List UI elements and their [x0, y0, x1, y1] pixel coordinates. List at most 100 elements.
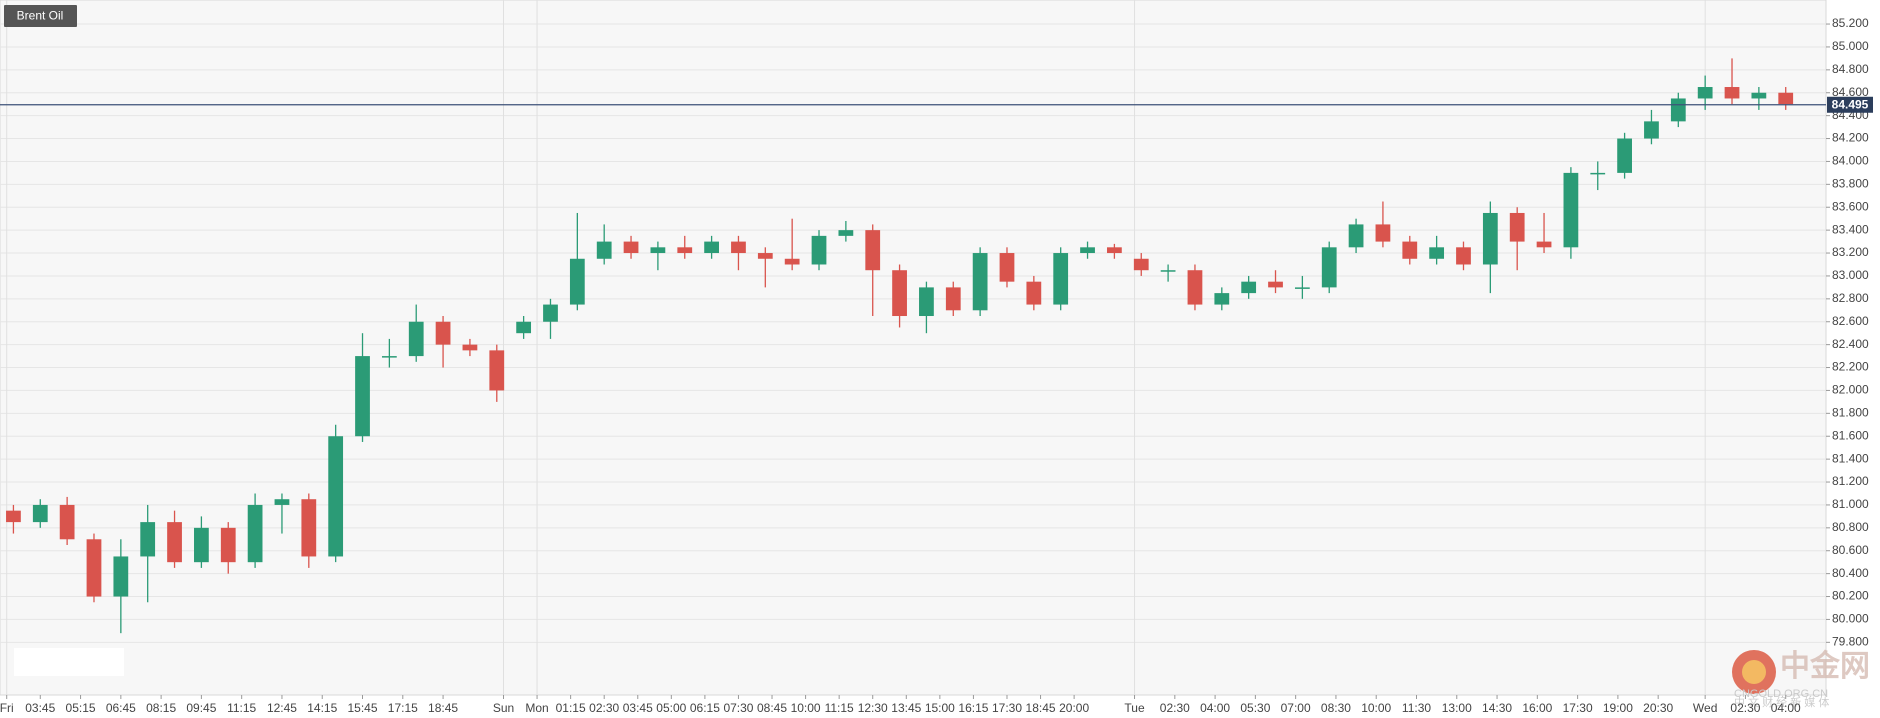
candle-body [892, 270, 907, 317]
x-tick-label: 03:45 [623, 701, 653, 715]
x-tick-label: 02:30 [589, 701, 619, 715]
candle-body [194, 527, 209, 563]
candle-body [1509, 212, 1525, 242]
grid [0, 0, 1826, 695]
y-tick-label: 79.800 [1832, 635, 1869, 649]
candle-body [462, 344, 478, 351]
y-tick-label: 82.400 [1832, 337, 1869, 351]
candle-body [1617, 138, 1632, 173]
candle-body [1724, 87, 1740, 99]
x-tick-label: 17:30 [992, 701, 1022, 715]
watermark-logo-inner [1742, 660, 1766, 684]
y-tick-label: 83.800 [1832, 177, 1869, 191]
candle-body [1107, 247, 1122, 254]
candle-body [1241, 281, 1257, 294]
chart-title: Brent Oil [17, 9, 64, 23]
candle-body [1160, 270, 1176, 272]
y-tick-label: 83.600 [1832, 199, 1869, 213]
candle-body [59, 504, 75, 540]
x-tick-label: 15:45 [347, 701, 377, 715]
y-tick-label: 80.800 [1832, 520, 1869, 534]
candle-body [32, 504, 48, 523]
candle-body [1697, 87, 1713, 99]
y-tick-label: 84.000 [1832, 154, 1869, 168]
x-tick-label: 05:15 [66, 701, 96, 715]
x-tick-label: 14:15 [307, 701, 337, 715]
candle-body [1133, 258, 1149, 271]
x-tick-label: Mon [525, 701, 548, 715]
title-box [4, 5, 77, 27]
candle-body [1536, 241, 1552, 248]
y-tick-label: 84.200 [1832, 131, 1869, 145]
watermark-slogan: 中 文 财 经 新 媒 体 [1734, 695, 1829, 709]
x-tick-label: 11:30 [1402, 701, 1431, 715]
candle-body [516, 321, 532, 334]
last-price-box [1827, 96, 1873, 113]
y-tick-label: 82.200 [1832, 360, 1869, 374]
x-tick-label: 07:30 [723, 701, 753, 715]
candle-body [1053, 253, 1069, 305]
candle-body [838, 230, 854, 236]
y-tick-label: 83.000 [1832, 268, 1869, 282]
candle-body [569, 258, 585, 305]
candle-body [1563, 172, 1579, 248]
x-tick-label: Tue [1124, 701, 1145, 715]
candle-body [999, 253, 1015, 282]
y-tick-label: 80.200 [1832, 589, 1869, 603]
candle-body [274, 499, 290, 505]
x-tick-label: 10:00 [1361, 701, 1391, 715]
y-tick-label: 82.600 [1832, 314, 1869, 328]
x-tick-label: 20:30 [1643, 701, 1673, 715]
y-tick-label: 85.200 [1832, 16, 1869, 30]
y-tick-label: 85.000 [1832, 39, 1869, 53]
candle-body [811, 235, 827, 265]
candle-body [489, 350, 505, 391]
x-tick-label: 06:45 [106, 701, 136, 715]
candle-body [784, 258, 800, 265]
y-tick-label: 81.200 [1832, 474, 1869, 488]
x-tick-label: 05:30 [1240, 701, 1270, 715]
x-tick-label: 05:00 [656, 701, 686, 715]
candle-body [355, 356, 370, 437]
candle-body [704, 241, 719, 254]
x-tick-label: 18:45 [428, 701, 458, 715]
x-tick-label: 10:00 [791, 701, 821, 715]
candle-body [1778, 92, 1794, 105]
x-tick-label: Wed [1693, 701, 1717, 715]
x-tick-label: 20:00 [1059, 701, 1089, 715]
x-tick-label: 16:00 [1522, 701, 1552, 715]
candle-body [381, 356, 397, 358]
watermark-name: 中金网 [1780, 649, 1870, 683]
candle-body [623, 241, 639, 254]
candle-body [677, 247, 693, 254]
y-tick-label: 84.600 [1832, 85, 1869, 99]
x-tick-label: 02:30 [1160, 701, 1190, 715]
candle-body [1590, 172, 1606, 175]
candle-body [543, 304, 558, 322]
x-tick-label: 04:00 [1200, 701, 1230, 715]
candle-body [220, 527, 236, 563]
candle-body [972, 253, 988, 311]
candle-body [1644, 121, 1659, 139]
watermark: 中金网 CNGOLD.ORG.CN 中 文 财 经 新 媒 体 [1732, 649, 1870, 709]
x-tick-label: 08:30 [1321, 701, 1351, 715]
candle-body [1187, 270, 1203, 305]
y-tick-label: 81.400 [1832, 451, 1869, 465]
blank-box [14, 648, 124, 676]
candle-body [435, 321, 451, 345]
x-tick-label: 14:30 [1482, 701, 1512, 715]
candle-body [596, 241, 612, 259]
x-tick-label: 17:15 [388, 701, 418, 715]
candle-body [1026, 281, 1042, 305]
x-tick-label: 11:15 [227, 701, 256, 715]
y-tick-label: 80.600 [1832, 543, 1869, 557]
y-tick-label: 81.800 [1832, 406, 1869, 420]
x-tick-label: 04:00 [1771, 701, 1801, 715]
candle-body [945, 287, 961, 311]
y-tick-label: 82.800 [1832, 291, 1869, 305]
candle-body [6, 510, 21, 523]
candle-body [1751, 92, 1767, 99]
candle-body [301, 499, 317, 557]
candle-body [1080, 247, 1095, 254]
